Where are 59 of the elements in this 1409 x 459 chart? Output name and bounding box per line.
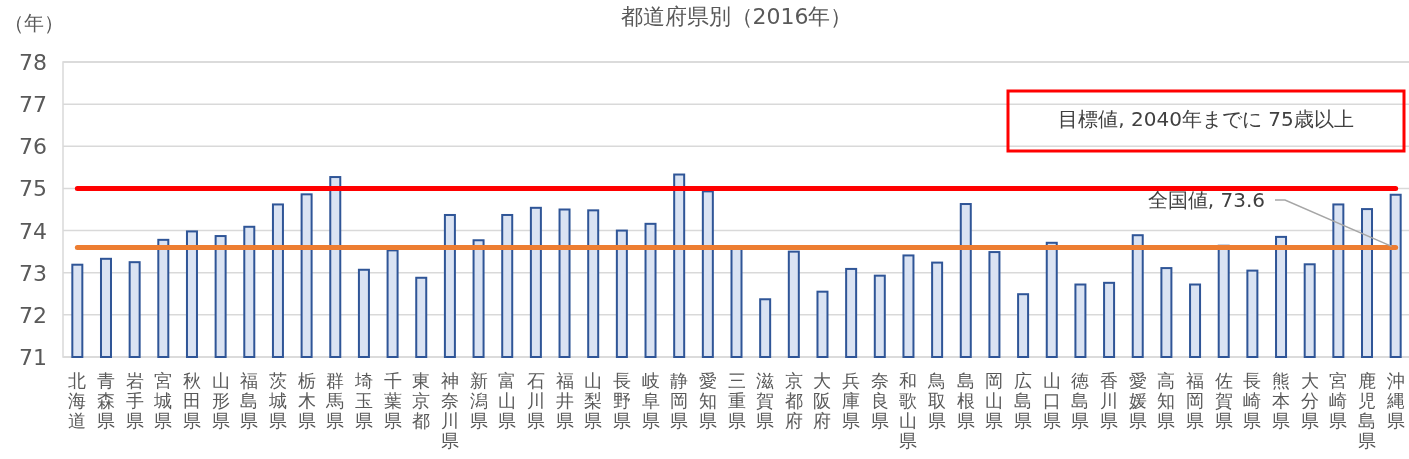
x-tick-label: 岩手県 — [125, 370, 144, 431]
x-tick-label: 愛媛県 — [1128, 370, 1147, 431]
ref-line-label: 目標値, 2040年までに 75歳以上 — [1058, 107, 1354, 131]
x-tick-label: 奈良県 — [870, 370, 889, 431]
y-tick-label: 74 — [19, 218, 47, 244]
x-tick-label: 香川県 — [1100, 370, 1119, 431]
x-tick-label: 長崎県 — [1243, 370, 1262, 431]
ref-line-label: 全国値, 73.6 — [1147, 188, 1265, 212]
x-tick-label: 沖縄県 — [1385, 370, 1405, 431]
x-tick-label: 佐賀県 — [1214, 370, 1233, 431]
y-tick-label: 75 — [19, 176, 47, 202]
y-tick-label: 76 — [19, 134, 47, 160]
x-tick-label: 和歌山県 — [899, 370, 918, 451]
x-tick-label: 群馬県 — [325, 370, 345, 431]
x-tick-label: 山形県 — [211, 370, 230, 431]
x-tick-label: 岡山県 — [985, 370, 1004, 431]
x-tick-label: 埼玉県 — [353, 370, 373, 431]
y-tick-label: 71 — [19, 345, 47, 370]
x-tick-label: 福岡県 — [1186, 370, 1205, 431]
x-tick-label: 神奈川県 — [440, 370, 459, 451]
x-tick-label: 山口県 — [1042, 370, 1061, 431]
x-tick-label: 滋賀県 — [756, 370, 775, 431]
x-tick-label: 茨城県 — [267, 370, 287, 431]
y-tick-label: 72 — [19, 302, 47, 328]
x-tick-label: 三重県 — [727, 370, 746, 431]
x-tick-label: 秋田県 — [182, 370, 201, 431]
x-tick-label: 島根県 — [956, 370, 975, 431]
y-tick-label: 73 — [19, 260, 47, 286]
y-tick-label: 78 — [19, 50, 47, 75]
x-tick-label: 富山県 — [498, 370, 517, 431]
x-tick-label: 北海道 — [68, 370, 87, 431]
x-tick-label: 福島県 — [240, 370, 259, 431]
x-tick-label: 岐阜県 — [641, 370, 660, 431]
x-tick-label: 青森県 — [96, 370, 115, 431]
x-tick-label: 新潟県 — [469, 370, 488, 431]
y-axis-title: （年） — [4, 11, 64, 35]
x-tick-label: 石川県 — [526, 370, 545, 431]
x-tick-label: 愛知県 — [698, 370, 717, 431]
x-tick-label: 宮崎県 — [1329, 370, 1348, 431]
x-tick-label: 兵庫県 — [842, 370, 861, 431]
x-tick-label: 徳島県 — [1071, 370, 1090, 431]
x-tick-label: 大阪府 — [813, 370, 832, 431]
x-tick-label: 京都府 — [784, 370, 803, 431]
x-tick-label: 静岡県 — [670, 370, 689, 431]
x-tick-label: 熊本県 — [1272, 370, 1291, 431]
x-tick-label: 宮城県 — [153, 370, 173, 431]
x-tick-label: 高知県 — [1157, 370, 1176, 431]
x-tick-label: 福井県 — [555, 370, 574, 431]
x-tick-label: 山梨県 — [584, 370, 603, 431]
x-tick-label: 栃木県 — [297, 370, 316, 431]
x-tick-label: 東京都 — [412, 370, 431, 431]
x-tick-label: 大分県 — [1300, 370, 1319, 431]
x-tick-label: 広島県 — [1014, 370, 1033, 431]
x-tick-label: 鹿児島県 — [1358, 370, 1377, 451]
x-tick-label: 千葉県 — [383, 370, 402, 431]
x-tick-label: 長野県 — [612, 370, 631, 431]
chart-title: 都道府県別（2016年） — [620, 4, 853, 29]
x-tick-label: 鳥取県 — [927, 370, 947, 431]
y-tick-label: 77 — [19, 92, 47, 118]
